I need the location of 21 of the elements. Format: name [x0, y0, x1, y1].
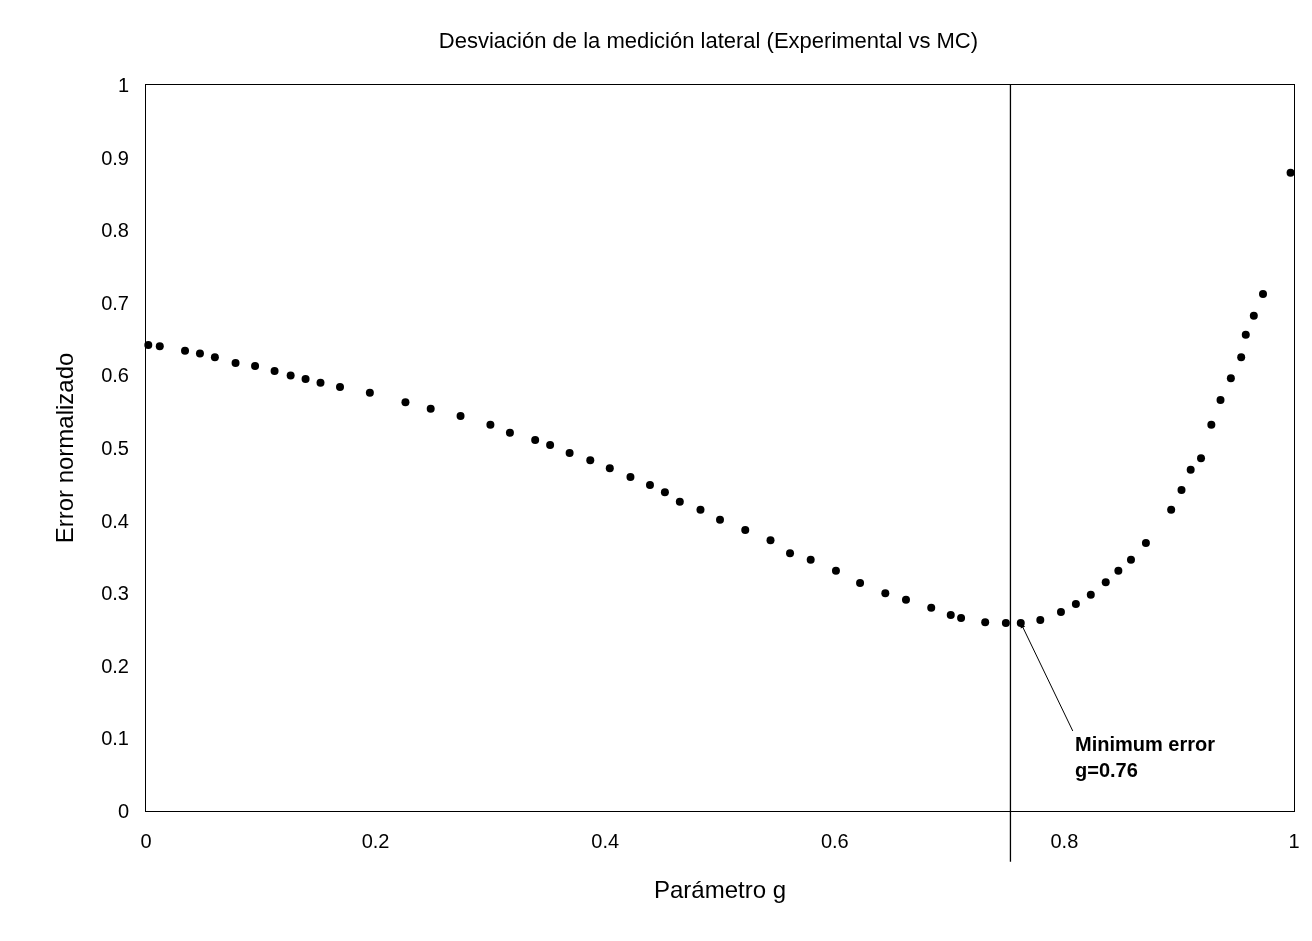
- x-tick-label: 0.8: [1050, 830, 1079, 852]
- y-tick-label: 0.9: [101, 146, 129, 169]
- y-tick-label: 0.6: [101, 364, 129, 387]
- x-tick-label: 1: [1288, 830, 1300, 852]
- x-tick-label: 0.6: [820, 830, 849, 852]
- y-tick-label: 0.7: [101, 291, 129, 314]
- y-tick-label: 0.3: [101, 582, 129, 605]
- chart-title: Desviación de la medición lateral (Experimental vs MC): [438, 28, 979, 54]
- x-tick-label: 0.2: [361, 830, 390, 852]
- y-tick-label: 0.8: [101, 219, 129, 242]
- y-tick-label: 0.5: [101, 437, 129, 459]
- y-tick-label: 0: [117, 800, 129, 822]
- annotation: Minimum error g=0.76: [1075, 733, 1216, 781]
- x-tick-label: 0: [140, 830, 152, 852]
- y-tick-label: 1: [117, 74, 129, 96]
- y-tick-label: 0.1: [101, 727, 129, 750]
- x-axis-title: Parámetro g: [653, 876, 787, 904]
- y-tick-label: 0.4: [101, 509, 129, 532]
- y-tick-label: 0.2: [101, 654, 129, 677]
- y-axis-title: Error normalizado: [51, 352, 79, 544]
- x-tick-label: 0.4: [591, 830, 620, 852]
